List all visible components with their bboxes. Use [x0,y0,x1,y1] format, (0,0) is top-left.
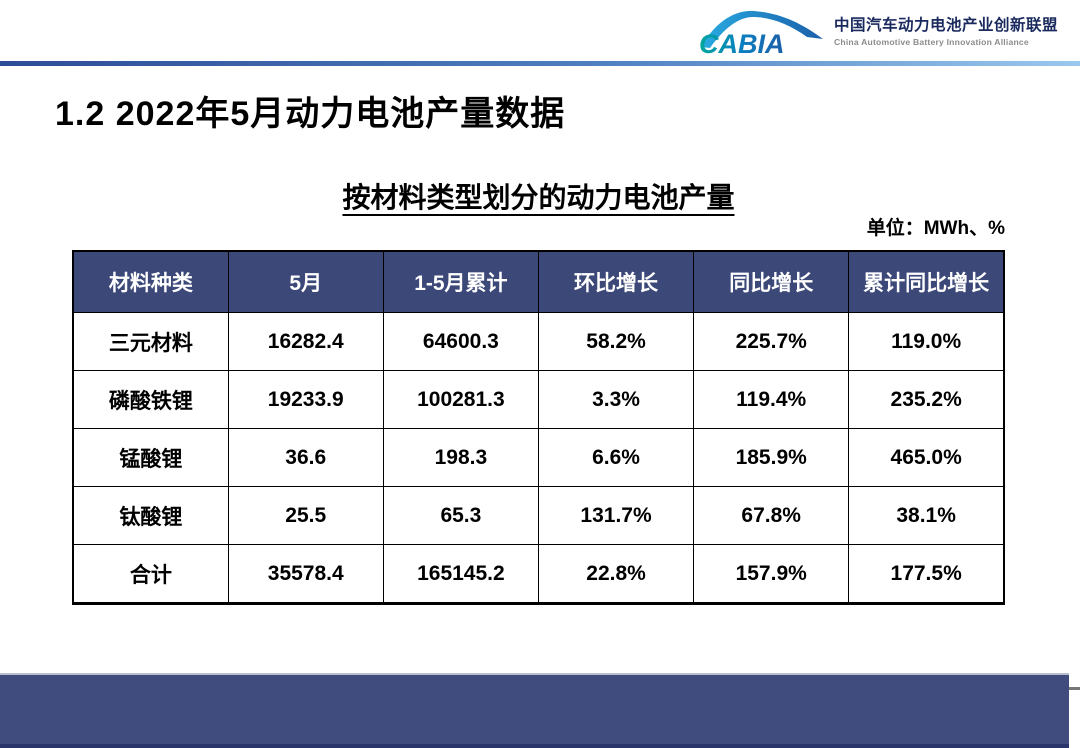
table-cell: 157.9% [693,544,850,604]
edge-tick [1069,687,1080,690]
section-title: 1.2 2022年5月动力电池产量数据 [55,95,566,133]
table-row: 三元材料 16282.4 64600.3 58.2% 225.7% 119.0% [72,312,1005,371]
table-cell: 119.0% [848,312,1005,371]
table-cell: 22.8% [537,544,695,604]
table-cell: 锰酸锂 [72,428,229,487]
production-table: 材料种类 5月 1-5月累计 环比增长 同比增长 累计同比增长 三元材料 162… [72,250,1005,605]
table-cell: 58.2% [537,312,695,371]
table-row: 钛酸锂 25.5 65.3 131.7% 67.8% 38.1% [72,486,1005,545]
logo-en-name: China Automotive Battery Innovation Alli… [833,37,1029,48]
logo-text-block: 中国汽车动力电池产业创新联盟 China Automotive Battery … [834,17,1058,48]
column-header: 材料种类 [72,250,229,313]
column-header: 1-5月累计 [382,250,539,313]
table-cell: 16282.4 [227,312,384,371]
footer-bar [0,673,1069,748]
cabia-logo: CABIA 中国汽车动力电池产业创新联盟 China Automotive Ba… [697,6,1058,58]
table-cell: 100281.3 [382,370,539,429]
table-cell: 131.7% [537,486,695,545]
table-header-row: 材料种类 5月 1-5月累计 环比增长 同比增长 累计同比增长 [72,250,1005,313]
table-cell: 钛酸锂 [72,486,229,545]
cabia-logo-mark: CABIA [699,10,823,58]
column-header: 5月 [227,250,384,313]
table-cell: 465.0% [848,428,1005,487]
table-row: 合计 35578.4 165145.2 22.8% 157.9% 177.5% [72,544,1005,604]
unit-label: 单位：MWh、% [866,218,1005,239]
table-cell: 三元材料 [72,312,229,371]
table-cell: 35578.4 [227,544,384,604]
table-cell: 19233.9 [227,370,384,429]
table-cell: 177.5% [848,544,1005,604]
table-cell: 25.5 [227,486,384,545]
table-cell: 36.6 [227,428,384,487]
table-cell: 119.4% [693,370,850,429]
table-cell: 磷酸铁锂 [72,370,229,429]
column-header: 环比增长 [537,250,695,313]
car-swoosh-icon [700,10,823,48]
table-cell: 64600.3 [382,312,539,371]
table-cell: 165145.2 [382,544,539,604]
column-header: 同比增长 [693,250,850,313]
table-cell: 198.3 [382,428,539,487]
table-row: 锰酸锂 36.6 198.3 6.6% 185.9% 465.0% [72,428,1005,487]
table-cell: 235.2% [848,370,1005,429]
table-title: 按材料类型划分的动力电池产量 [342,182,735,213]
column-header: 累计同比增长 [848,250,1005,313]
logo-abbr: CABIA [699,29,785,58]
table-cell: 65.3 [382,486,539,545]
table-cell: 67.8% [693,486,850,545]
table-cell: 6.6% [537,428,695,487]
table-cell: 合计 [72,544,229,604]
table-cell: 3.3% [537,370,695,429]
table-cell: 225.7% [693,312,850,371]
table-cell: 38.1% [848,486,1005,545]
table-row: 磷酸铁锂 19233.9 100281.3 3.3% 119.4% 235.2% [72,370,1005,429]
header-divider [0,61,1080,66]
logo-cn-name: 中国汽车动力电池产业创新联盟 [833,16,1058,34]
table-cell: 185.9% [693,428,850,487]
